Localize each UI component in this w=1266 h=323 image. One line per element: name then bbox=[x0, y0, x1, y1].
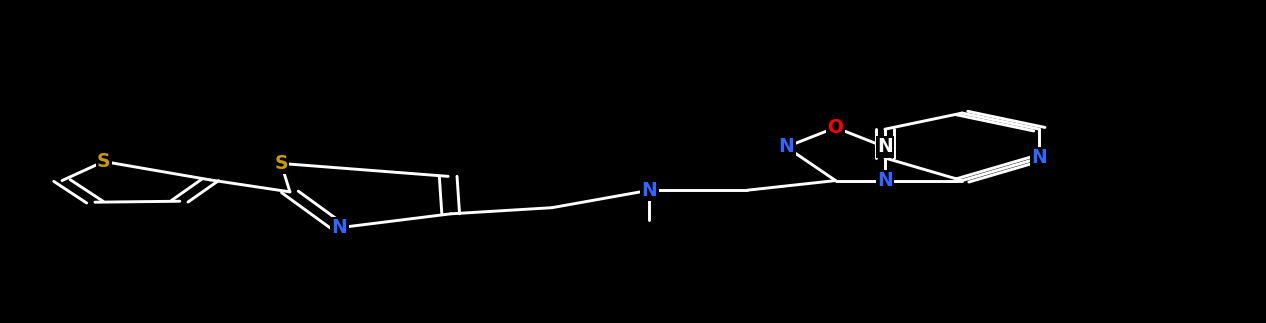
Text: N: N bbox=[779, 138, 794, 156]
Text: N: N bbox=[1032, 149, 1047, 167]
Text: S: S bbox=[275, 154, 287, 173]
Text: N: N bbox=[642, 181, 657, 200]
Text: S: S bbox=[97, 152, 110, 171]
Text: N: N bbox=[877, 171, 893, 190]
Text: O: O bbox=[828, 118, 843, 137]
Text: N: N bbox=[332, 218, 347, 237]
Text: N: N bbox=[877, 138, 893, 156]
